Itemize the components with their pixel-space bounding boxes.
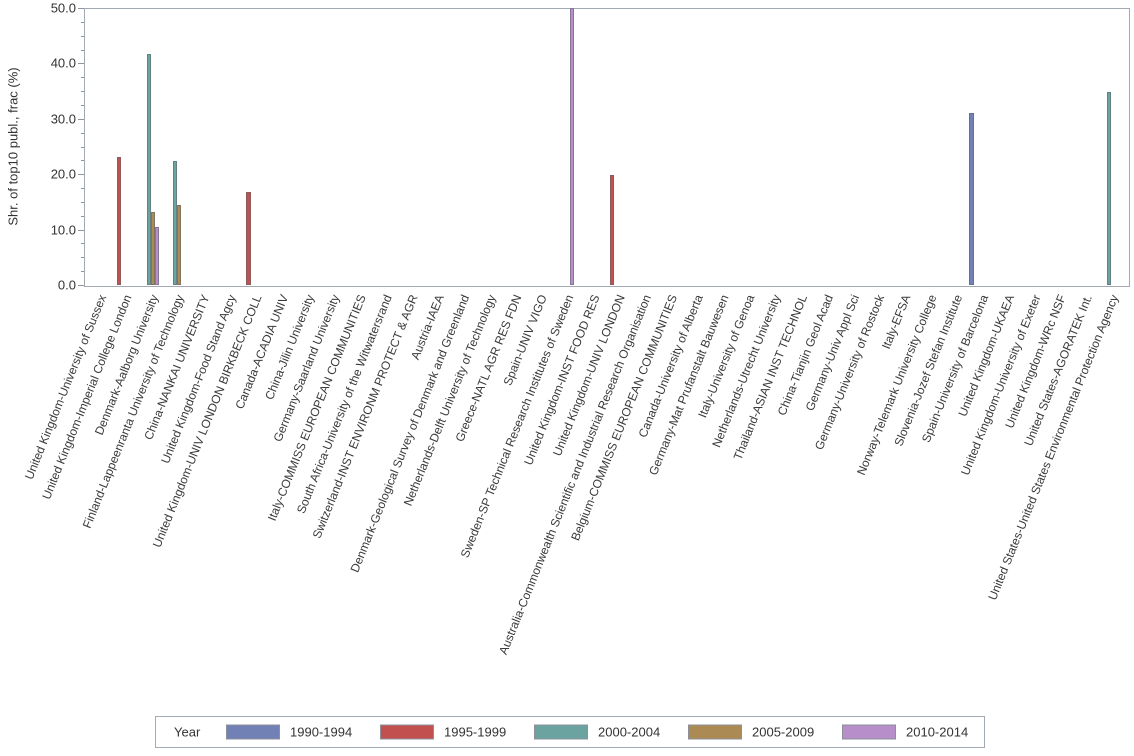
- y-tick-label: 0.0: [57, 277, 76, 293]
- bar-2010-2014-cat18: [569, 8, 575, 285]
- y-minor-tick: [80, 146, 84, 148]
- y-tick-label: 50.0: [50, 0, 76, 16]
- y-minor-tick: [80, 132, 84, 134]
- y-tick-label: 20.0: [50, 166, 76, 182]
- legend-label: 1995-1999: [444, 724, 507, 740]
- plot-area: [84, 8, 1130, 287]
- bar-1990-1994-cat34: [969, 112, 974, 285]
- y-minor-tick: [80, 188, 84, 190]
- bar-2000-2004-cat39: [1106, 91, 1112, 285]
- y-major-tick: [78, 118, 84, 120]
- y-major-tick: [78, 8, 84, 9]
- y-minor-tick: [80, 271, 84, 273]
- y-minor-tick: [80, 257, 84, 259]
- legend-swatch-1995-1999: [380, 724, 434, 740]
- y-tick-label: 40.0: [50, 55, 76, 71]
- bar-1995-1999-cat1: [116, 157, 122, 285]
- legend-swatch-2000-2004: [534, 724, 588, 740]
- y-major-tick: [78, 63, 84, 65]
- y-minor-tick: [80, 215, 84, 217]
- legend-title: Year: [174, 724, 201, 740]
- bar-1995-1999-cat20: [609, 174, 615, 285]
- y-major-tick: [78, 174, 84, 176]
- y-minor-tick: [80, 91, 84, 93]
- y-tick-label: 10.0: [50, 222, 76, 238]
- x-category-label: United States-United States Environmenta…: [985, 292, 1122, 603]
- legend-swatch-2005-2009: [688, 724, 742, 740]
- y-minor-tick: [80, 35, 84, 37]
- bar-1995-1999-cat6: [246, 191, 251, 285]
- y-minor-tick: [80, 77, 84, 79]
- legend-label: 1990-1994: [290, 724, 353, 740]
- y-tick-label: 30.0: [50, 111, 76, 127]
- bar-2010-2014-cat2: [154, 227, 160, 285]
- y-axis-title: Shr. of top10 publ., frac (%): [5, 67, 21, 226]
- legend-label: 2005-2009: [752, 724, 815, 740]
- bar-2005-2009-cat3: [176, 205, 182, 285]
- legend-swatch-1990-1994: [226, 724, 280, 740]
- bar-2000-2004-cat2: [146, 53, 152, 285]
- legend-label: 2000-2004: [598, 724, 661, 740]
- y-major-tick: [78, 285, 84, 286]
- y-minor-tick: [80, 243, 84, 245]
- y-minor-tick: [80, 49, 84, 51]
- legend-swatch-2010-2014: [842, 724, 896, 740]
- legend: Year 1990-1994 1995-1999 2000-2004 2005-200…: [155, 716, 985, 748]
- y-minor-tick: [80, 201, 84, 203]
- y-minor-tick: [80, 160, 84, 162]
- y-minor-tick: [80, 21, 84, 23]
- y-minor-tick: [80, 104, 84, 106]
- legend-label: 2010-2014: [906, 724, 969, 740]
- y-major-tick: [78, 229, 84, 231]
